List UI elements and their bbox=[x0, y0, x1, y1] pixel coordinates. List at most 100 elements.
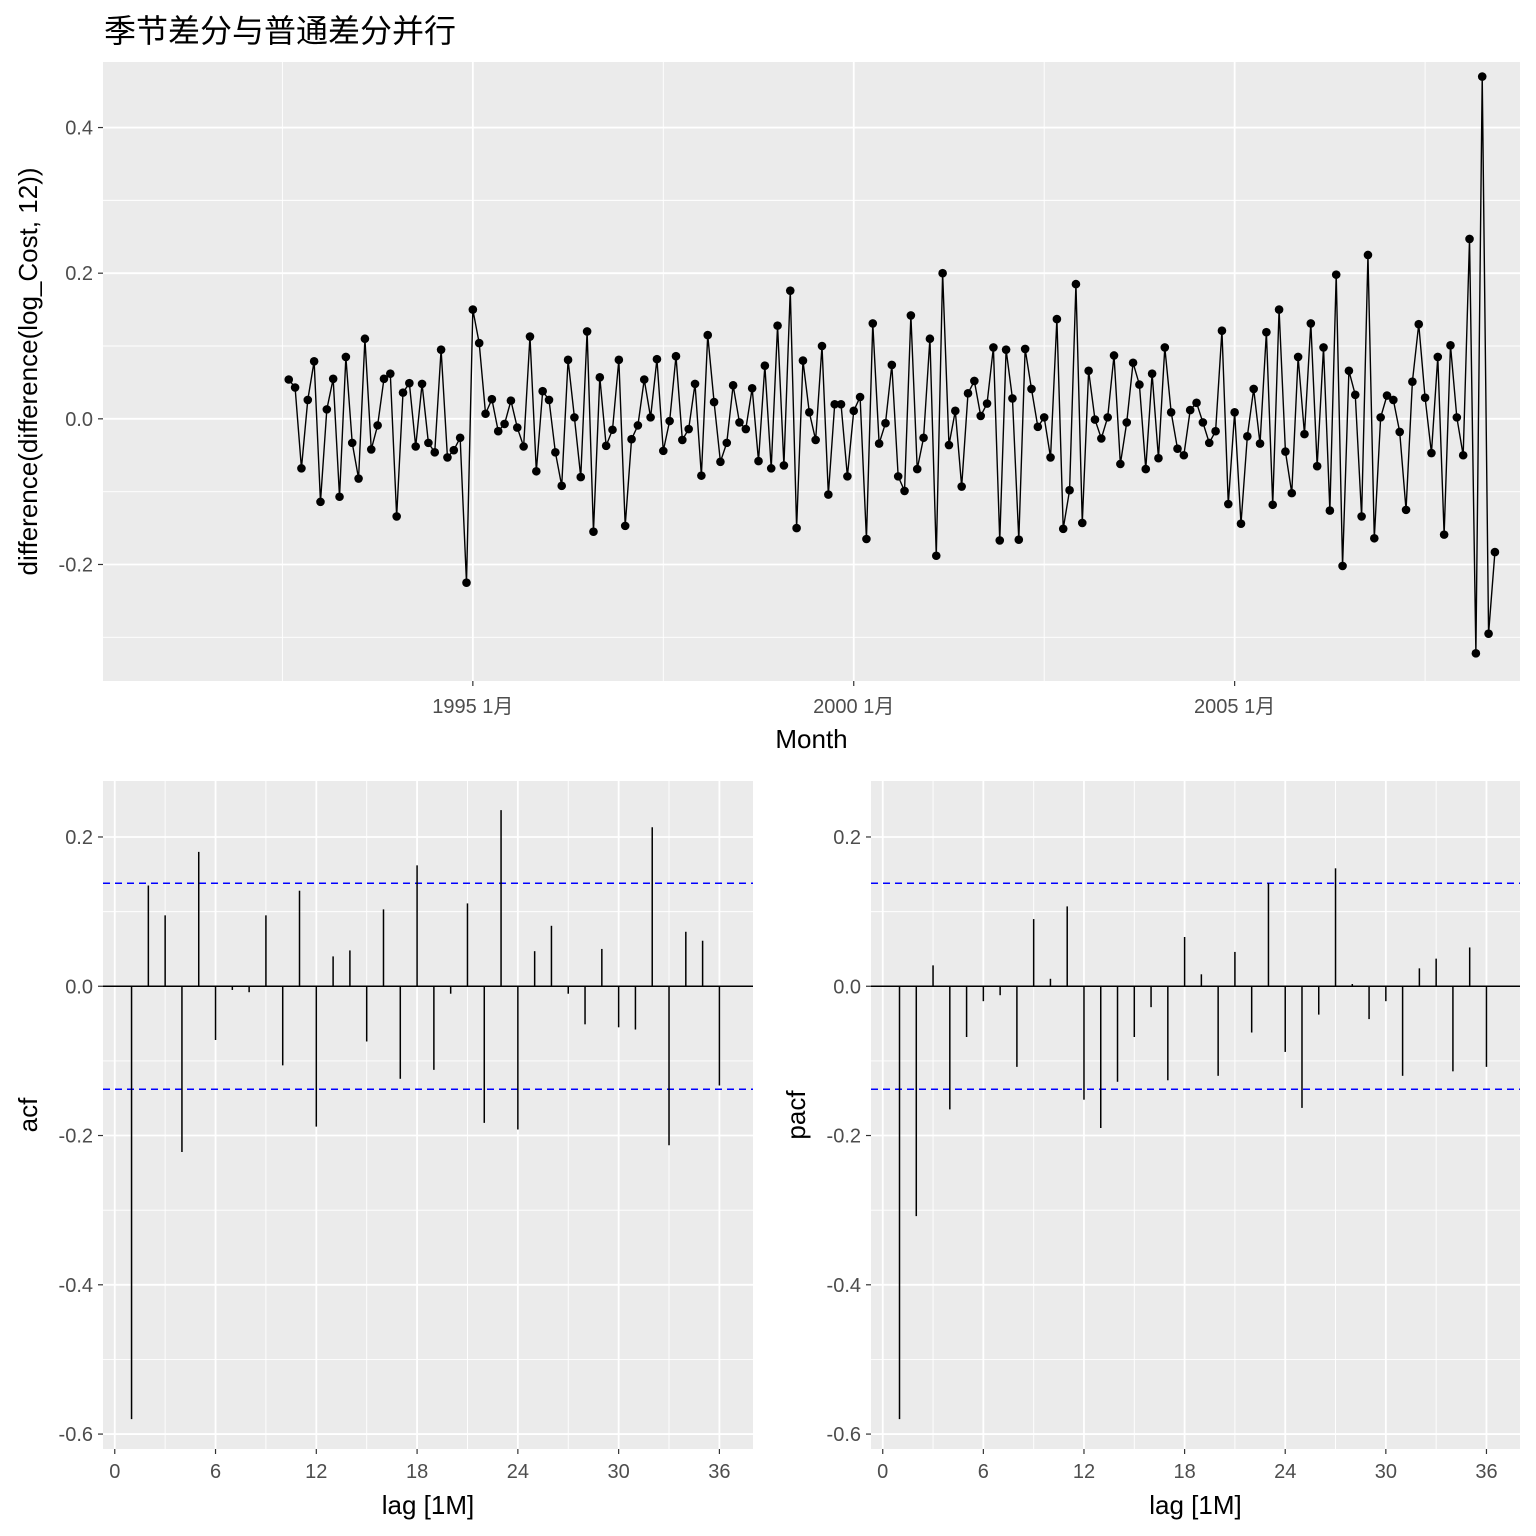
data-point bbox=[658, 446, 668, 456]
data-point bbox=[1166, 407, 1176, 417]
data-point bbox=[747, 383, 757, 393]
data-point bbox=[703, 330, 713, 340]
data-point bbox=[398, 388, 408, 397]
data-point bbox=[570, 413, 579, 422]
data-point bbox=[532, 466, 541, 476]
data-point bbox=[741, 424, 751, 434]
data-point bbox=[1090, 415, 1100, 424]
data-point bbox=[1128, 358, 1138, 368]
data-point bbox=[665, 416, 674, 426]
x-tick-label: 6 bbox=[978, 1461, 989, 1483]
data-point bbox=[1439, 530, 1449, 539]
data-point bbox=[1141, 464, 1151, 474]
data-point bbox=[290, 383, 300, 392]
data-point bbox=[1382, 391, 1392, 400]
data-point bbox=[1116, 459, 1125, 469]
data-point bbox=[900, 486, 909, 496]
data-point bbox=[303, 395, 313, 405]
data-point bbox=[1249, 384, 1258, 394]
data-point bbox=[443, 453, 452, 462]
data-point bbox=[455, 433, 465, 443]
data-point bbox=[576, 472, 586, 482]
data-point bbox=[1236, 519, 1246, 529]
data-point bbox=[773, 321, 782, 330]
data-point bbox=[360, 334, 370, 344]
data-point bbox=[671, 351, 681, 361]
data-point bbox=[601, 441, 611, 451]
data-point bbox=[373, 421, 382, 430]
data-point bbox=[678, 435, 687, 445]
data-point bbox=[1325, 506, 1335, 515]
data-point bbox=[792, 523, 801, 533]
data-point bbox=[1255, 439, 1265, 448]
data-point bbox=[481, 409, 490, 419]
data-point bbox=[716, 457, 725, 467]
x-tick-label: 6 bbox=[210, 1461, 221, 1483]
x-axis-title: lag [1M] bbox=[1149, 1490, 1242, 1520]
data-point bbox=[766, 464, 776, 473]
x-tick-label: 24 bbox=[1274, 1461, 1296, 1483]
y-tick-label: 0.0 bbox=[833, 976, 861, 998]
data-point bbox=[893, 472, 903, 481]
data-point bbox=[1046, 453, 1055, 462]
data-point bbox=[608, 425, 617, 435]
data-point bbox=[1338, 561, 1347, 571]
time-series-panel: -0.2 0.0 0.2 0.4 1995 1月 2000 1月 2005 1月 Month d… bbox=[13, 62, 1520, 754]
data-point bbox=[1014, 535, 1024, 545]
data-point bbox=[563, 355, 573, 365]
data-point bbox=[697, 471, 706, 480]
x-axis-title: lag [1M] bbox=[382, 1490, 475, 1520]
data-point bbox=[1477, 72, 1487, 81]
data-point bbox=[1420, 393, 1430, 403]
data-point bbox=[1147, 369, 1157, 378]
data-point bbox=[906, 311, 916, 320]
data-point bbox=[462, 578, 471, 587]
data-point bbox=[335, 492, 344, 502]
data-point bbox=[1306, 319, 1316, 328]
data-point bbox=[551, 448, 560, 457]
y-tick-label: 0.2 bbox=[65, 827, 93, 849]
y-tick-label: -0.2 bbox=[827, 1126, 861, 1148]
y-tick-label: 0.2 bbox=[833, 827, 861, 849]
data-point bbox=[417, 379, 427, 389]
data-point bbox=[1052, 314, 1062, 324]
x-tick-label: 30 bbox=[1375, 1461, 1397, 1483]
data-point bbox=[855, 392, 865, 402]
data-point bbox=[925, 334, 935, 344]
data-point bbox=[1395, 427, 1404, 437]
data-point bbox=[963, 389, 973, 398]
data-point bbox=[405, 378, 414, 388]
data-point bbox=[1122, 418, 1132, 427]
data-point bbox=[639, 375, 649, 384]
data-point bbox=[836, 399, 846, 409]
data-point bbox=[1401, 505, 1411, 515]
data-point bbox=[633, 421, 643, 430]
x-tick-label: 2000 1月 bbox=[813, 696, 894, 718]
data-point bbox=[1160, 343, 1170, 352]
data-point bbox=[970, 376, 979, 386]
x-tick-label: 24 bbox=[507, 1461, 529, 1483]
y-axis-title: pacf bbox=[781, 1090, 811, 1140]
data-point bbox=[474, 338, 484, 348]
data-point bbox=[284, 375, 294, 384]
data-point bbox=[874, 439, 884, 448]
data-point bbox=[754, 456, 763, 466]
data-point bbox=[862, 534, 871, 544]
data-point bbox=[1452, 413, 1462, 422]
data-point bbox=[1274, 305, 1284, 314]
data-point bbox=[1243, 432, 1252, 441]
x-tick-label: 30 bbox=[608, 1461, 630, 1483]
data-point bbox=[341, 352, 351, 362]
y-tick-label: -0.6 bbox=[827, 1424, 861, 1446]
data-point bbox=[1084, 366, 1093, 376]
data-point bbox=[684, 424, 693, 434]
data-point bbox=[1389, 395, 1398, 405]
data-point bbox=[1179, 450, 1189, 460]
data-point bbox=[424, 438, 433, 448]
data-point bbox=[627, 434, 636, 444]
x-tick-label: 2005 1月 bbox=[1194, 696, 1275, 718]
x-tick-label: 18 bbox=[406, 1461, 428, 1483]
acf-panel: -0.6 -0.4 -0.2 0.0 0.2 0 6 12 18 24 30 36 lag [1M] ac… bbox=[13, 781, 753, 1520]
data-point bbox=[392, 512, 401, 521]
